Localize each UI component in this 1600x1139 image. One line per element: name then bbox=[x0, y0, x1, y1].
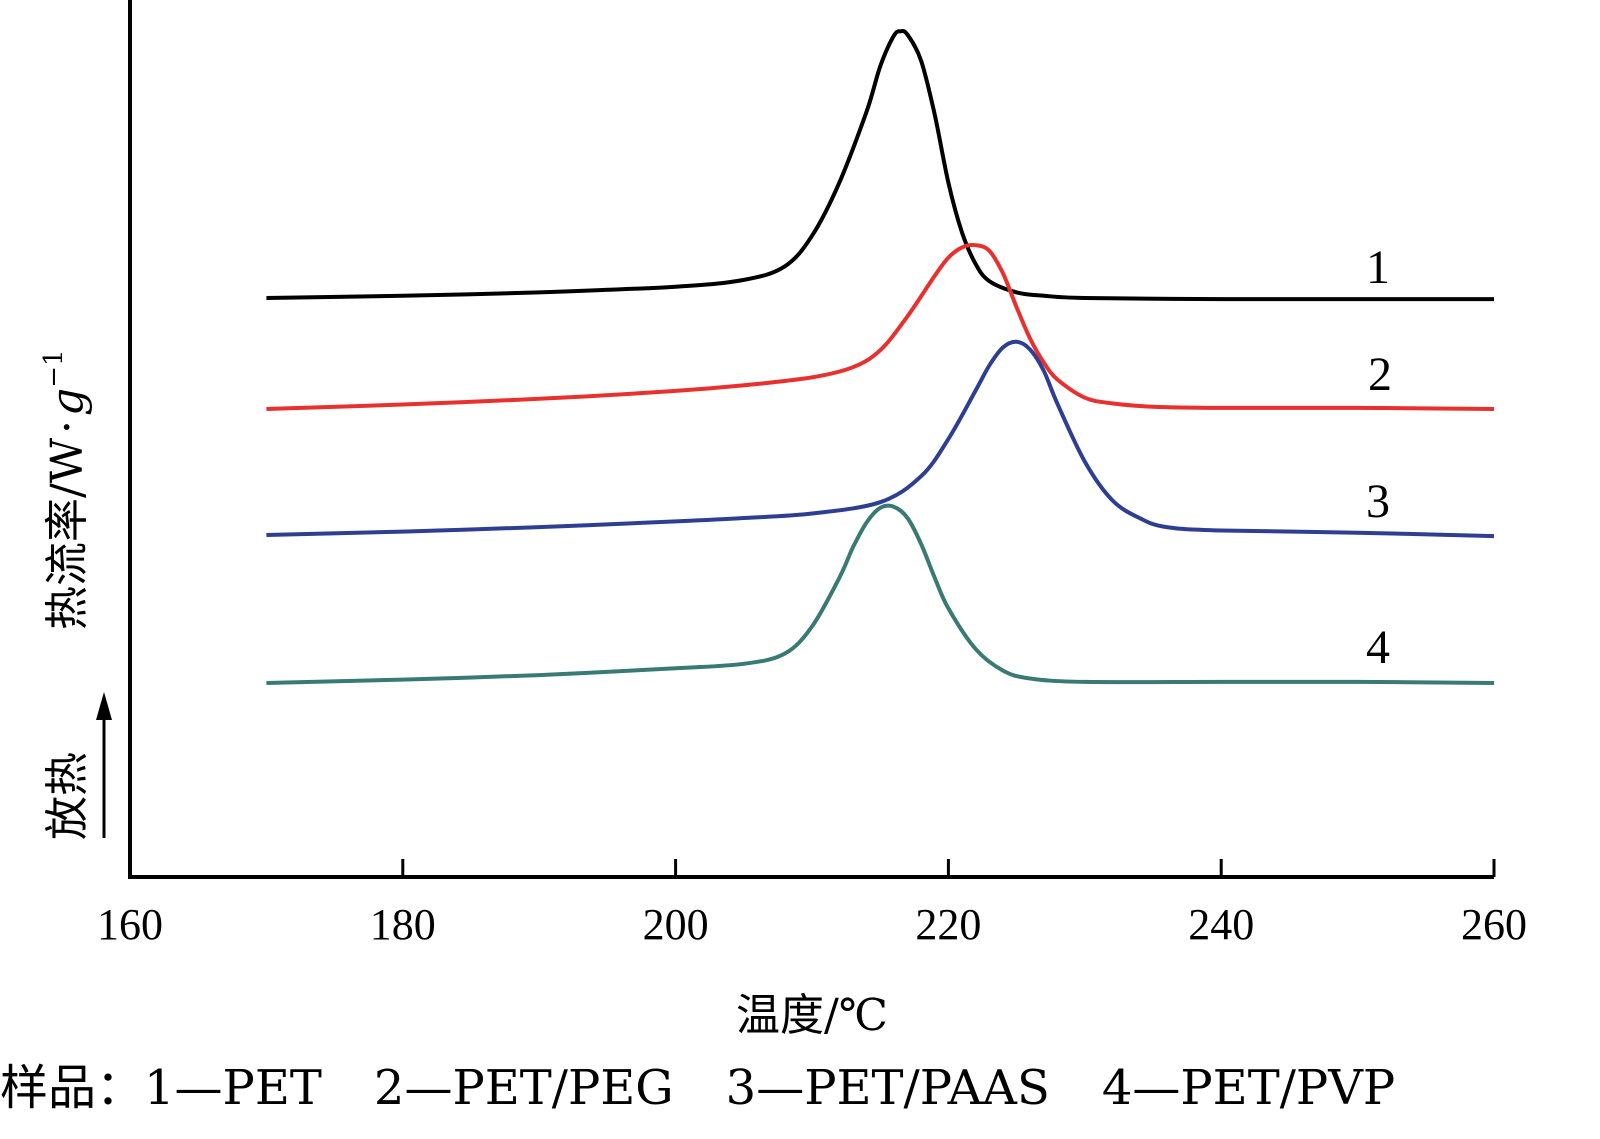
x-tick-label: 200 bbox=[643, 900, 709, 949]
caption-item-1: 1—PET bbox=[144, 1060, 322, 1116]
curves bbox=[266, 29, 1495, 685]
caption-item-3: 3—PET/PAAS bbox=[725, 1060, 1050, 1116]
x-tick-label: 220 bbox=[915, 900, 981, 949]
y-axis-title-main: 热流率/W bbox=[42, 437, 93, 630]
x-tick-labels: 160 180 200 220 240 260 bbox=[97, 900, 1527, 949]
x-ticks bbox=[128, 859, 1496, 877]
curve-1 bbox=[266, 29, 1494, 302]
y-axis-title-exponent: −1 bbox=[39, 349, 69, 387]
caption-item-2: 2—PET/PEG bbox=[373, 1060, 674, 1116]
caption-prefix: 样品： bbox=[0, 1060, 145, 1116]
curve-2 bbox=[266, 242, 1495, 411]
y-axis-title-unit: g bbox=[42, 388, 93, 416]
curve-labels: 1 2 3 4 bbox=[1366, 241, 1392, 674]
sample-caption: 样品：1—PET 2—PET/PEG 3—PET/PAAS 4—PET/PVP bbox=[0, 1058, 1600, 1118]
curve-label-1: 1 bbox=[1366, 241, 1390, 294]
curve-label-3: 3 bbox=[1366, 475, 1390, 528]
caption-item-4: 4—PET/PVP bbox=[1101, 1060, 1396, 1116]
curve-4 bbox=[266, 503, 1495, 685]
x-tick-label: 240 bbox=[1188, 900, 1254, 949]
x-tick-label: 180 bbox=[370, 900, 436, 949]
curve-3 bbox=[266, 339, 1495, 539]
x-tick-label: 160 bbox=[97, 900, 163, 949]
dsc-chart: 160 180 200 220 240 260 1 2 3 4 温度/℃ 热流率/W · g−1 放… bbox=[39, 0, 1527, 1041]
curve-label-2: 2 bbox=[1368, 348, 1392, 401]
x-axis-title: 温度/℃ bbox=[736, 990, 888, 1041]
curve-label-4: 4 bbox=[1366, 621, 1390, 674]
exotherm-label: 放热 bbox=[42, 752, 93, 840]
x-tick-label: 260 bbox=[1461, 900, 1527, 949]
y-axis-title: 热流率/W · g−1 bbox=[39, 349, 93, 630]
exotherm-arrow-head bbox=[96, 692, 112, 720]
y-axis-title-dot: · bbox=[42, 420, 93, 434]
